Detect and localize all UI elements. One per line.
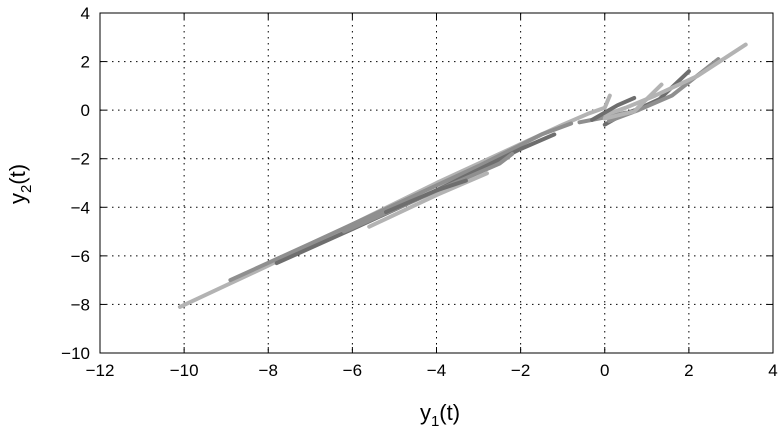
- series-layer: [177, 42, 748, 309]
- series-line-10: [602, 42, 748, 117]
- x-tick-label: −4: [427, 361, 446, 380]
- y-tick-label: 2: [81, 53, 90, 72]
- series-line-5: [367, 171, 489, 229]
- series-line-6: [384, 178, 468, 215]
- series-line-11: [602, 82, 664, 121]
- x-axis-label: y1(t): [420, 400, 460, 430]
- x-tick-label: −10: [170, 361, 199, 380]
- y-tick-label: −10: [61, 344, 90, 363]
- x-tick-label: −12: [86, 361, 115, 380]
- x-tick-label: −8: [259, 361, 278, 380]
- series-line-12: [590, 96, 637, 122]
- ticks: [99, 12, 774, 354]
- x-tick-label: −6: [343, 361, 362, 380]
- y-tick-label: 4: [81, 4, 90, 23]
- y-tick-label: −8: [71, 295, 90, 314]
- y-tick-label: −4: [71, 198, 90, 217]
- y-tick-label: 0: [81, 101, 90, 120]
- grid: [100, 13, 773, 353]
- x-tick-label: −2: [511, 361, 530, 380]
- x-tick-label: 0: [600, 361, 609, 380]
- y-axis-label: y2(t): [5, 164, 35, 204]
- x-tick-label: 4: [768, 361, 777, 380]
- x-tick-label: 2: [684, 361, 693, 380]
- series-line-2: [228, 121, 574, 283]
- y-tick-label: −6: [71, 247, 90, 266]
- y-tick-label: −2: [71, 150, 90, 169]
